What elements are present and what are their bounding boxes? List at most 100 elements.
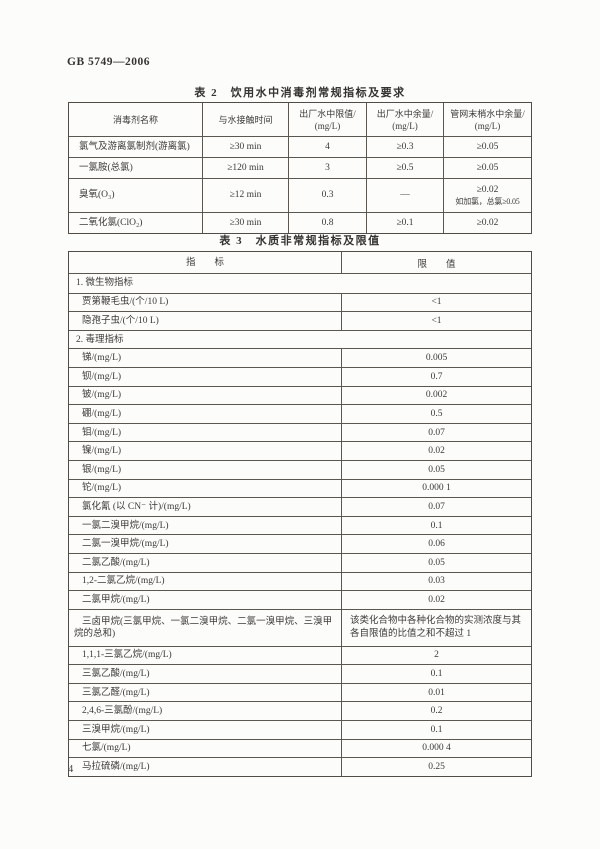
disinfectant-name-cell: 臭氧(O₃) xyxy=(69,179,203,212)
pipe-end-residual-cell: ≥0.05 xyxy=(444,158,531,178)
factory-limit-cell: 0.8 xyxy=(289,213,367,233)
table3-row: 镍/(mg/L) 0.02 xyxy=(69,441,531,460)
table3-row: 氯化氰 (以 CN⁻ 计)/(mg/L) 0.07 xyxy=(69,497,531,516)
limit-cell: 0.002 xyxy=(341,386,531,405)
table2-row: 二氧化氯(ClO₂) ≥30 min 0.8 ≥0.1 ≥0.02 xyxy=(69,212,531,233)
col-header-indicator: 指 标 xyxy=(185,257,224,268)
table3-row: 锑/(mg/L) 0.005 xyxy=(69,348,531,367)
indicator-cell: 铍/(mg/L) xyxy=(82,390,122,401)
factory-limit-cell: 4 xyxy=(289,137,367,157)
pipe-end-residual-cell: ≥0.02 如加氯，总氯≥0.05 xyxy=(444,179,531,212)
col-header-factory-residual: 出厂水中余量/ (mg/L) xyxy=(367,103,444,136)
header-line: (mg/L) xyxy=(314,120,341,131)
indicator-cell: 1,1,1-三氯乙烷/(mg/L) xyxy=(82,650,172,661)
indicator-cell: 贾第鞭毛虫/(个/10 L) xyxy=(82,297,169,308)
col-header-contact-time: 与水接触时间 xyxy=(203,103,289,136)
disinfectant-name-cell: 氯气及游离氯制剂(游离氯) xyxy=(69,137,203,157)
table2-title: 表 2 饮用水中消毒剂常规指标及要求 xyxy=(194,87,406,99)
limit-cell: 0.06 xyxy=(341,535,531,553)
table3-row: 三氯乙酸/(mg/L) 0.1 xyxy=(69,664,531,683)
table3-row: 二氯乙酸/(mg/L) 0.05 xyxy=(69,552,531,572)
table2-row: 一氯胺(总氯) ≥120 min 3 ≥0.5 ≥0.05 xyxy=(69,157,531,178)
factory-residual-cell: ≥0.1 xyxy=(367,213,444,233)
limit-cell: 0.01 xyxy=(341,683,531,702)
table3-row: 硼/(mg/L) 0.5 xyxy=(69,404,531,423)
limit-cell: 该类化合物中各种化合物的实测浓度与其各自限值的比值之和不超过 1 xyxy=(341,609,531,646)
header-line: 与水接触时间 xyxy=(218,114,273,125)
pipe-residual-line1: ≥0.05 xyxy=(476,162,499,173)
limit-cell: 0.2 xyxy=(341,702,531,721)
limit-cell: 0.07 xyxy=(341,498,531,516)
table3-row: 三溴甲烷/(mg/L) 0.1 xyxy=(69,720,531,739)
indicator-cell: 二氯乙酸/(mg/L) xyxy=(82,557,150,568)
table3: 指 标 限 值 1. 微生物指标 贾第鞭毛虫/(个/10 L) <1 隐孢子虫/… xyxy=(68,251,532,777)
indicator-cell: 马拉硫磷/(mg/L) xyxy=(82,762,150,773)
header-line: 管网末梢水中余量/ xyxy=(450,108,525,119)
limit-cell: 0.000 4 xyxy=(341,739,531,758)
limit-cell: 0.02 xyxy=(341,442,531,460)
limit-cell xyxy=(341,274,531,293)
limit-cell: 2 xyxy=(341,646,531,665)
table3-row: 1,1,1-三氯乙烷/(mg/L) 2 xyxy=(69,645,531,665)
limit-cell: 0.5 xyxy=(341,405,531,423)
table3-row: 2,4,6-三氯酚/(mg/L) 0.2 xyxy=(69,701,531,721)
limit-cell: 0.7 xyxy=(341,367,531,386)
disinfectant-name-cell: 二氧化氯(ClO₂) xyxy=(69,213,203,233)
limit-cell: 0.1 xyxy=(341,516,531,535)
factory-residual-cell: ≥0.3 xyxy=(367,137,444,157)
pipe-end-residual-cell: ≥0.02 xyxy=(444,213,531,233)
factory-residual-cell: ≥0.5 xyxy=(367,158,444,178)
table2-header-row: 消毒剂名称 与水接触时间 出厂水中限值/ (mg/L) 出厂水中余量/ (mg/… xyxy=(69,103,531,137)
factory-limit-cell: 0.3 xyxy=(289,179,367,212)
indicator-cell: 钼/(mg/L) xyxy=(82,427,122,438)
factory-residual-cell: — xyxy=(367,179,444,212)
table3-row: 马拉硫磷/(mg/L) 0.25 xyxy=(69,757,531,776)
indicator-cell: 镍/(mg/L) xyxy=(82,446,122,457)
indicator-cell: 2,4,6-三氯酚/(mg/L) xyxy=(82,706,163,717)
indicator-cell: 1. 微生物指标 xyxy=(76,278,134,289)
limit-cell: 0.05 xyxy=(341,553,531,572)
header-line: 消毒剂名称 xyxy=(112,114,158,125)
table3-row: 钡/(mg/L) 0.7 xyxy=(69,366,531,386)
table2: 消毒剂名称 与水接触时间 出厂水中限值/ (mg/L) 出厂水中余量/ (mg/… xyxy=(68,102,532,234)
table3-row: 一氯二溴甲烷/(mg/L) 0.1 xyxy=(69,515,531,535)
standard-code: GB 5749—2006 xyxy=(67,56,150,68)
table2-row: 臭氧(O₃) ≥12 min 0.3 — ≥0.02 如加氯，总氯≥0.05 xyxy=(69,178,531,212)
pipe-end-residual-cell: ≥0.05 xyxy=(444,137,531,157)
pipe-residual-line2: 如加氯，总氯≥0.05 xyxy=(455,196,520,206)
col-header-limit: 限 值 xyxy=(341,252,531,273)
contact-time-cell: ≥120 min xyxy=(203,158,289,178)
pipe-residual-line1: ≥0.02 xyxy=(476,217,499,228)
pipe-residual-line1: ≥0.05 xyxy=(476,141,499,152)
header-line: (mg/L) xyxy=(474,120,501,131)
contact-time-cell: ≥12 min xyxy=(203,179,289,212)
table3-row: 二氯一溴甲烷/(mg/L) 0.06 xyxy=(69,534,531,553)
limit-cell: 0.25 xyxy=(341,758,531,776)
col-header-disinfectant-name: 消毒剂名称 xyxy=(69,103,203,136)
header-line: 出厂水中限值/ xyxy=(299,108,356,119)
factory-limit-cell: 3 xyxy=(289,158,367,178)
table2-body: 氯气及游离氯制剂(游离氯) ≥30 min 4 ≥0.3 ≥0.05 一氯胺(总… xyxy=(69,137,531,233)
indicator-cell: 二氯甲烷/(mg/L) xyxy=(82,594,150,605)
limit-cell: 0.07 xyxy=(341,423,531,442)
table3-row: 七氯/(mg/L) 0.000 4 xyxy=(69,738,531,758)
table3-row: 贾第鞭毛虫/(个/10 L) <1 xyxy=(69,292,531,312)
indicator-cell: 铊/(mg/L) xyxy=(82,483,122,494)
indicator-cell: 一氯二溴甲烷/(mg/L) xyxy=(82,520,169,531)
indicator-cell: 锑/(mg/L) xyxy=(82,353,122,364)
indicator-cell: 三溴甲烷/(mg/L) xyxy=(82,724,150,735)
indicator-cell: 七氯/(mg/L) xyxy=(82,743,131,754)
col-header-factory-limit: 出厂水中限值/ (mg/L) xyxy=(289,103,367,136)
table3-row: 铊/(mg/L) 0.000 1 xyxy=(69,478,531,498)
table3-row: 钼/(mg/L) 0.07 xyxy=(69,422,531,442)
limit-cell xyxy=(341,331,531,349)
limit-cell: <1 xyxy=(341,293,531,312)
table3-body: 1. 微生物指标 贾第鞭毛虫/(个/10 L) <1 隐孢子虫/(个/10 L)… xyxy=(69,274,531,776)
table3-row: 1,2-二氯乙烷/(mg/L) 0.03 xyxy=(69,571,531,591)
indicator-cell: 1,2-二氯乙烷/(mg/L) xyxy=(82,576,165,587)
header-line: 出厂水中余量/ xyxy=(376,108,434,119)
indicator-cell: 隐孢子虫/(个/10 L) xyxy=(82,315,159,326)
contact-time-cell: ≥30 min xyxy=(203,213,289,233)
table3-row: 隐孢子虫/(个/10 L) <1 xyxy=(69,311,531,330)
table3-row: 1. 微生物指标 xyxy=(69,274,531,293)
